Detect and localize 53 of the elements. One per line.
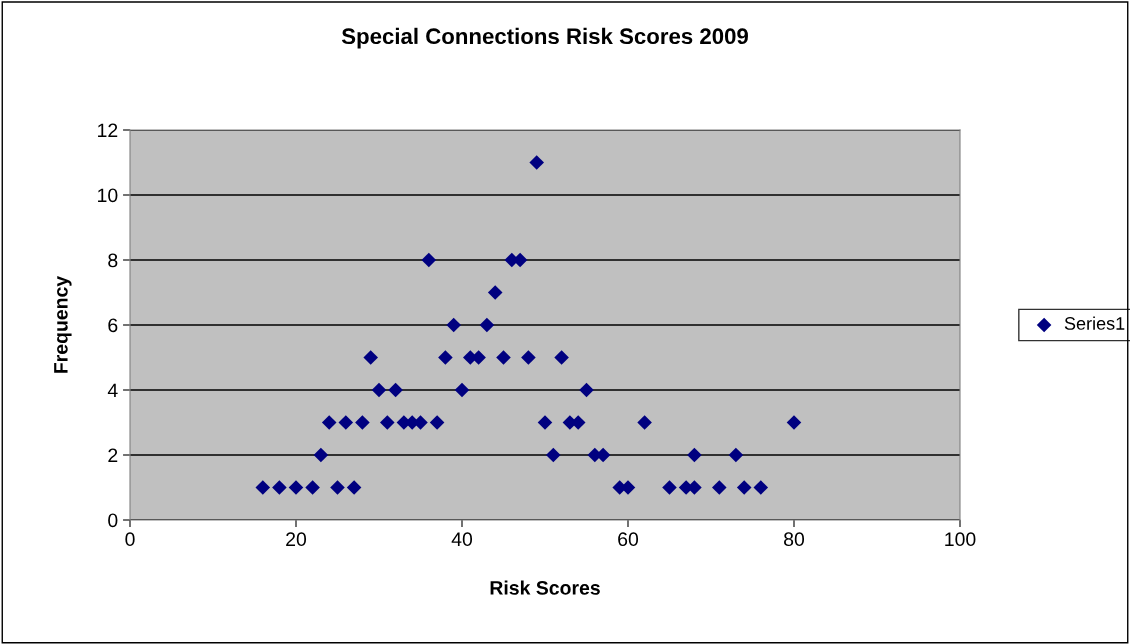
point	[786, 415, 802, 430]
x-tick-label: 0	[125, 532, 135, 547]
point	[321, 415, 337, 430]
point	[338, 415, 354, 430]
point	[753, 480, 769, 495]
y-tick-label: 4	[107, 383, 118, 398]
x-tick-label: 20	[286, 532, 307, 547]
point	[537, 415, 553, 430]
point	[255, 480, 271, 495]
point	[272, 480, 287, 495]
point	[579, 382, 594, 398]
point	[330, 480, 345, 495]
point	[429, 415, 445, 430]
legend-label: Series1	[1064, 316, 1125, 330]
x-tick-label: 100	[945, 532, 976, 547]
y-tick-label: 2	[108, 448, 118, 463]
y-tick-label: 8	[108, 253, 118, 268]
point	[546, 447, 561, 463]
point	[371, 382, 387, 398]
point	[662, 480, 677, 495]
point	[355, 415, 370, 430]
point	[687, 447, 702, 463]
point	[346, 480, 362, 495]
point	[313, 447, 329, 463]
point	[421, 252, 437, 268]
point	[388, 382, 403, 398]
x-tick-label: 60	[618, 532, 639, 547]
y-tick-label: 12	[98, 123, 118, 138]
point	[446, 317, 461, 333]
point	[637, 415, 652, 430]
point	[380, 415, 395, 430]
point	[529, 155, 544, 170]
point	[728, 447, 744, 463]
point	[305, 480, 320, 495]
y-tick-label: 0	[108, 513, 118, 528]
point	[736, 480, 752, 495]
point	[521, 350, 536, 365]
point	[554, 350, 569, 365]
point	[496, 350, 511, 365]
y-tick-label: 6	[108, 318, 118, 333]
point	[487, 285, 503, 300]
point	[479, 317, 495, 333]
point	[288, 480, 304, 495]
x-tick-label: 80	[784, 532, 805, 547]
y-axis-title: Frequency	[54, 275, 72, 373]
y-tick-label: 10	[98, 188, 118, 203]
x-axis-title: Risk Scores	[490, 580, 600, 595]
x-tick-label: 40	[451, 532, 473, 547]
point	[712, 480, 727, 495]
point	[438, 350, 453, 365]
point	[454, 382, 470, 398]
point	[363, 350, 378, 365]
chart-title: Special Connections Risk Scores 2009	[341, 27, 748, 49]
